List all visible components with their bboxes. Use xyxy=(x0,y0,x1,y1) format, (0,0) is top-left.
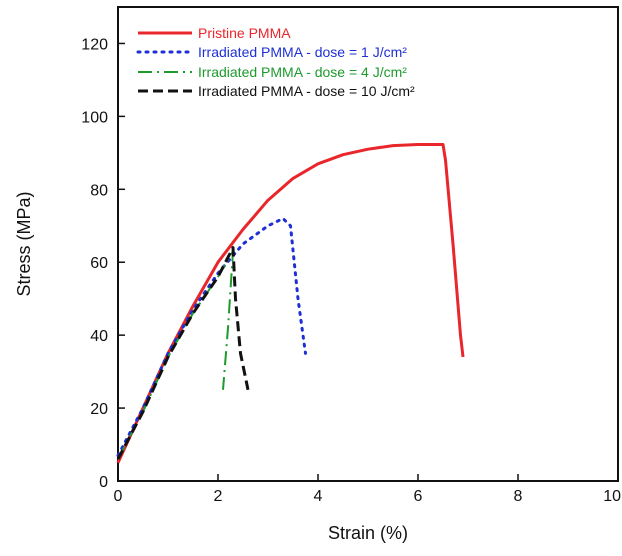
y-tick-label: 120 xyxy=(81,36,108,53)
plot-frame xyxy=(117,6,619,482)
legend-label-dose-4: Irradiated PMMA - dose = 4 J/cm² xyxy=(198,64,407,80)
y-tick-label: 60 xyxy=(90,255,108,272)
y-tick-label: 20 xyxy=(90,401,108,418)
x-tick-label: 0 xyxy=(114,488,123,505)
y-axis-title: Stress (MPa) xyxy=(14,191,34,296)
x-tick-label: 8 xyxy=(514,488,523,505)
x-tick-label: 4 xyxy=(314,488,323,505)
x-axis-title: Strain (%) xyxy=(328,523,408,543)
series-line-1 xyxy=(116,143,465,464)
y-tick-label: 0 xyxy=(99,474,108,491)
y-tick-label: 80 xyxy=(90,182,108,199)
x-tick-label: 2 xyxy=(214,488,223,505)
y-tick-label: 100 xyxy=(81,109,108,126)
x-tick-label: 10 xyxy=(603,488,621,505)
legend: Pristine PMMA Irradiated PMMA - dose = 1… xyxy=(136,25,415,99)
y-tick-label: 40 xyxy=(90,328,108,345)
x-tick-label: 6 xyxy=(414,488,423,505)
series-line-2 xyxy=(116,217,307,457)
legend-label-dose-10: Irradiated PMMA - dose = 10 J/cm² xyxy=(198,83,415,99)
legend-label-pristine: Pristine PMMA xyxy=(198,25,291,41)
series-line-4 xyxy=(116,246,250,460)
series-layer xyxy=(116,143,465,464)
legend-label-dose-1: Irradiated PMMA - dose = 1 J/cm² xyxy=(198,44,407,60)
